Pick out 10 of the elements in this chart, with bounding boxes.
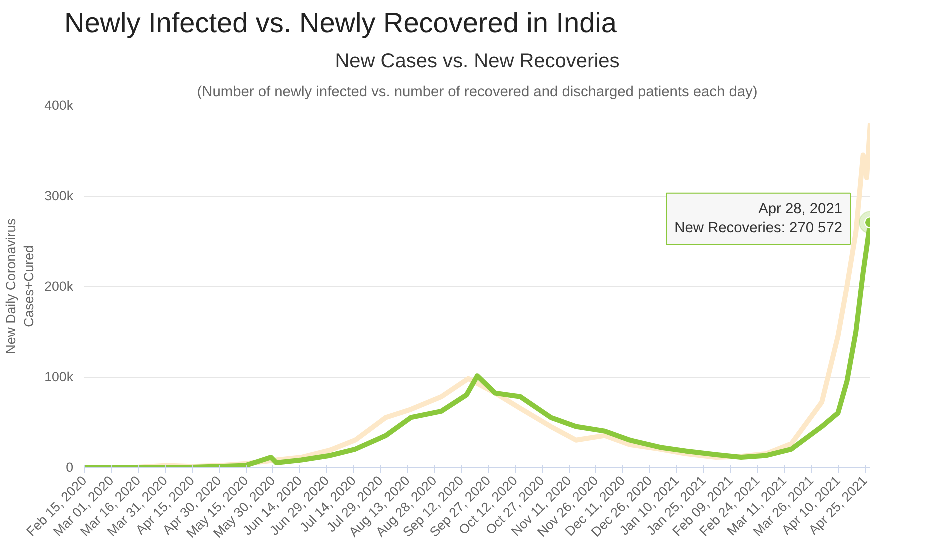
y-tick-label: 100k xyxy=(44,370,74,384)
chart-title: New Cases vs. New Recoveries xyxy=(335,50,620,72)
y-axis-title: New Daily Coronavirus Cases+Cured xyxy=(4,218,37,354)
annotation: Apr 28, 2021 New Recoveries: 270 572 xyxy=(674,201,843,237)
text: Newly Infected vs. Newly Recovered in India xyxy=(64,8,618,38)
y-tick-label: 400k xyxy=(44,98,74,113)
chart-subtitle: (Number of newly infected vs. number of recovered and discharged patients each day) xyxy=(197,84,758,100)
y-tick-label: 300k xyxy=(44,188,74,204)
y-tick-label: 0 xyxy=(66,460,74,475)
y-tick-label: 200k xyxy=(44,279,74,294)
